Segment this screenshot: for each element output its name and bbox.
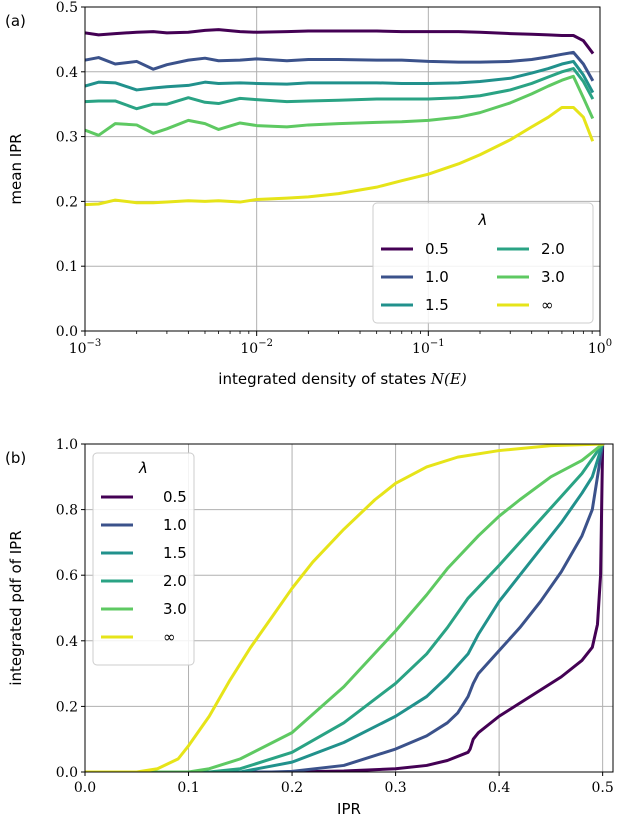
legend: λ 0.5 1.0 1.5 2.0 3.0 ∞ <box>372 202 594 324</box>
series-line-3.0 <box>85 74 595 137</box>
series-line-∞ <box>85 444 605 772</box>
series-line-1.0 <box>85 444 605 772</box>
series-line-0.5 <box>85 28 595 55</box>
legend-label-3.0: 3.0 <box>541 268 565 286</box>
y-tick-label: 0.8 <box>56 503 78 519</box>
series-line-3.0 <box>85 444 605 772</box>
y-tick-label: 0.3 <box>56 130 78 146</box>
series-line-∞ <box>85 105 595 207</box>
plot-frame <box>84 6 601 332</box>
legend-label-2.0: 2.0 <box>541 240 565 258</box>
plot-frame <box>84 443 614 773</box>
panel-b: 0.0 0.2 0.4 0.6 0.8 1.0 0.0 0.1 0.2 0.3 0.4 0.5 inte… <box>5 437 614 818</box>
x-tick-label: 0.4 <box>488 780 510 796</box>
legend-label-∞: ∞ <box>163 628 176 646</box>
legend-box <box>92 452 195 666</box>
legend-label-2.0: 2.0 <box>163 572 187 590</box>
series-line-0.5 <box>85 444 605 772</box>
x-tick-label: 0.5 <box>592 780 614 796</box>
x-tick-label: 10−1 <box>412 338 445 357</box>
y-tick-label: 0.0 <box>56 765 78 781</box>
x-tick-label: 0.0 <box>74 780 96 796</box>
series-line-1.0 <box>85 50 595 82</box>
legend-title: λ <box>138 459 148 477</box>
series-group <box>85 444 605 772</box>
legend-title: λ <box>478 211 488 229</box>
x-tick-label: 100 <box>588 338 612 357</box>
series-line-1.5 <box>85 59 595 94</box>
legend-label-0.5: 0.5 <box>425 240 449 258</box>
y-tick-label: 0.2 <box>56 194 78 210</box>
y-tick-label: 0.2 <box>56 699 78 715</box>
legend-label-1.0: 1.0 <box>425 268 449 286</box>
x-tick-label: 10−2 <box>240 338 273 357</box>
y-tick-label: 1.0 <box>56 437 78 453</box>
x-tick-label: 0.3 <box>384 780 406 796</box>
y-tick-label: 0.1 <box>56 259 78 275</box>
x-axis-label: IPR <box>337 800 361 818</box>
y-axis-label: mean IPR <box>7 133 25 204</box>
legend-label-1.5: 1.5 <box>163 544 187 562</box>
x-tick-label: 10−3 <box>69 338 102 357</box>
y-tick-label: 0.5 <box>56 0 78 16</box>
x-axis-label: integrated density of states N(E) <box>218 370 467 388</box>
series-group <box>85 28 595 207</box>
x-tick-label: 0.2 <box>281 780 303 796</box>
legend-box <box>372 202 594 324</box>
legend-label-∞: ∞ <box>541 296 554 314</box>
x-tick-label: 0.1 <box>177 780 199 796</box>
legend-label-1.5: 1.5 <box>425 296 449 314</box>
series-line-2.0 <box>85 444 605 772</box>
legend: λ 0.5 1.0 1.5 2.0 3.0 ∞ <box>92 452 195 666</box>
legend-label-1.0: 1.0 <box>163 516 187 534</box>
y-axis-label: integrated pdf of IPR <box>7 530 25 685</box>
panel-a: 0.0 0.1 0.2 0.3 0.4 0.5 10−3 10−2 10−1 100 mean IP… <box>5 0 612 388</box>
y-tick-label: 0.0 <box>56 324 78 340</box>
y-tick-label: 0.6 <box>56 568 78 584</box>
y-tick-label: 0.4 <box>56 65 78 81</box>
panel-label: (a) <box>5 12 26 30</box>
y-tick-label: 0.4 <box>56 634 78 650</box>
panel-label: (b) <box>5 449 26 467</box>
series-line-2.0 <box>85 67 595 111</box>
legend-label-3.0: 3.0 <box>163 600 187 618</box>
series-line-1.5 <box>85 444 605 772</box>
legend-label-0.5: 0.5 <box>163 488 187 506</box>
